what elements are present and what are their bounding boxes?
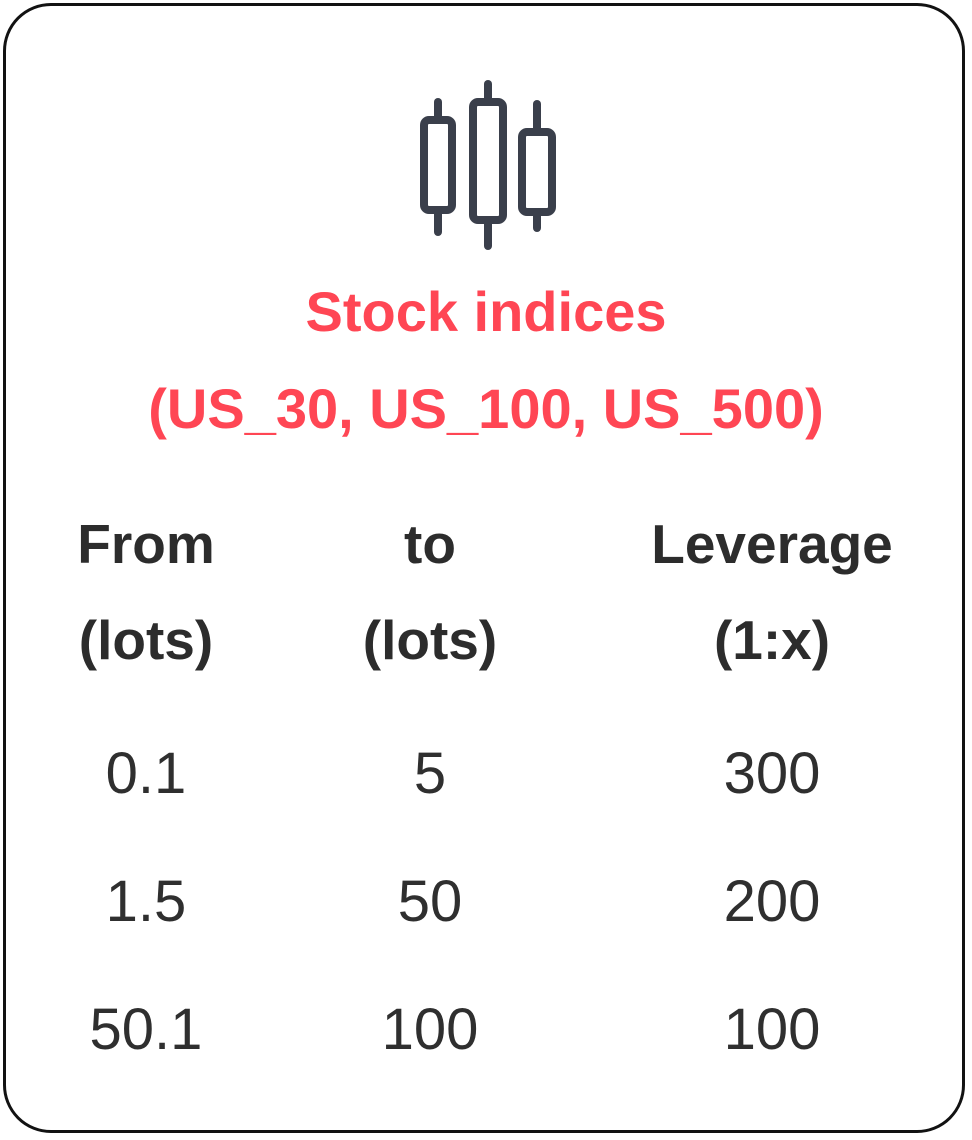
header-to-label: to xyxy=(280,514,580,574)
table-cell-from: 50.1 xyxy=(0,998,296,1062)
table-cell-to: 100 xyxy=(280,998,580,1062)
candlestick-chart-icon xyxy=(416,76,560,256)
header-leverage-unit: (1:x) xyxy=(622,610,922,670)
table-cell-to: 50 xyxy=(280,870,580,934)
card-subtitle: (US_30, US_100, US_500) xyxy=(0,377,972,441)
header-leverage-label: Leverage xyxy=(622,514,922,574)
table-cell-leverage: 200 xyxy=(622,870,922,934)
table-cell-leverage: 300 xyxy=(622,742,922,806)
card-title: Stock indices xyxy=(0,280,972,344)
header-to-unit: (lots) xyxy=(280,610,580,670)
table-cell-from: 0.1 xyxy=(0,742,296,806)
header-from-label: From xyxy=(0,514,296,574)
table-cell-leverage: 100 xyxy=(622,998,922,1062)
table-cell-to: 5 xyxy=(280,742,580,806)
table-cell-from: 1.5 xyxy=(0,870,296,934)
header-from-unit: (lots) xyxy=(0,610,296,670)
